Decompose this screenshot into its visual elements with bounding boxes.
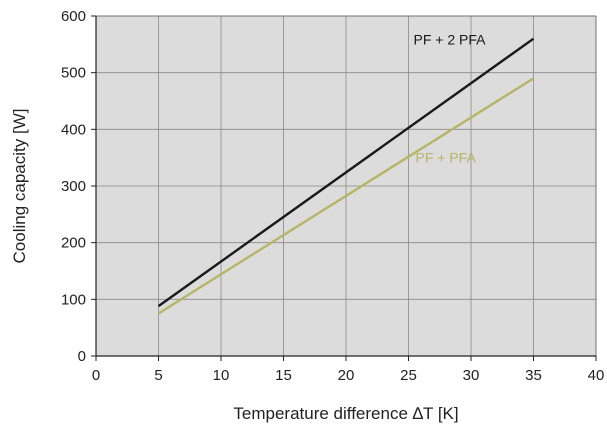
x-tick-label: 20	[338, 367, 355, 384]
y-tick-label: 600	[61, 8, 86, 25]
series-label-2: PF + PFA	[416, 149, 477, 165]
series-line-2	[157, 77, 535, 315]
y-tick-label: 100	[61, 291, 86, 308]
x-tick-label: 15	[275, 367, 292, 384]
series-lines	[157, 37, 535, 315]
x-tick-label: 0	[92, 367, 100, 384]
x-tick-label: 10	[213, 367, 230, 384]
y-axis: 0 100 200 300 400 500 600	[61, 8, 97, 365]
x-tick-label: 40	[588, 367, 605, 384]
x-tick-label: 5	[154, 367, 162, 384]
y-tick-label: 200	[61, 235, 86, 252]
x-tick-label: 30	[463, 367, 480, 384]
y-tick-label: 300	[61, 178, 86, 195]
y-tick-label: 400	[61, 121, 86, 138]
series-line-1	[157, 37, 535, 308]
y-tick-label: 500	[61, 65, 86, 82]
x-tick-label: 35	[525, 367, 542, 384]
series-label-1: PF + 2 PFA	[414, 32, 487, 48]
x-axis-title: Temperature difference ∆T [K]	[233, 404, 458, 423]
x-axis: 0 5 10 15 20 25 30 35 40	[92, 355, 605, 384]
y-axis-title: Cooling capacity [W]	[10, 109, 29, 264]
x-tick-label: 25	[400, 367, 417, 384]
series-labels: PF + 2 PFA PF + PFA	[414, 32, 487, 166]
y-tick-label: 0	[78, 348, 86, 365]
